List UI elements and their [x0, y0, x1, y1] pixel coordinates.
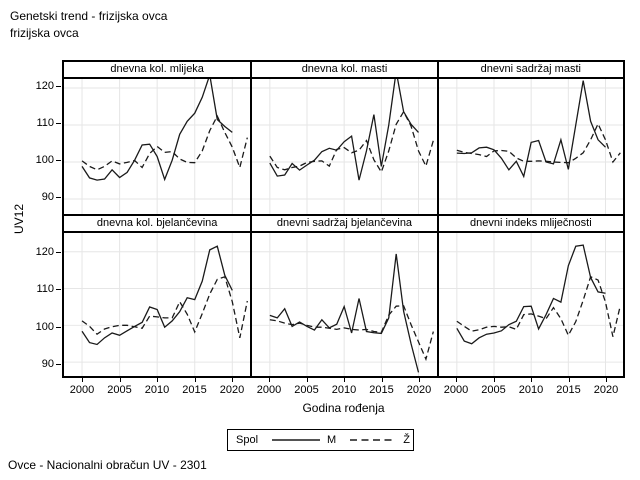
y-tick-mark: [56, 289, 61, 291]
series-line-m: [81, 79, 233, 182]
x-axis-title: Godina rođenja: [302, 401, 385, 415]
x-tick-label: 2010: [144, 384, 170, 396]
y-tick-label: 110: [36, 283, 54, 296]
x-tick-mark: [606, 378, 607, 382]
trend-plot-svg: [438, 233, 623, 376]
trend-plot-svg: [64, 79, 251, 214]
y-tick-mark: [56, 123, 61, 124]
graph-subtitle: frizijska ovca: [10, 26, 79, 40]
x-tick-mark: [194, 378, 196, 382]
panel-plot-area: [252, 79, 437, 214]
y-tick-mark: [56, 86, 61, 87]
x-tick-mark: [456, 378, 457, 382]
series-line-z: [81, 275, 248, 338]
x-tick-label: 2000: [443, 384, 469, 396]
series-line-z: [269, 110, 435, 174]
footnote: Ovce - Nacionalni obračun UV - 2301: [8, 458, 207, 472]
panel-lattice: dnevna kol. mlijeka dnevna kol. masti dnev…: [62, 60, 625, 378]
panel-dnevna-kol-bjelan-evina: dnevna kol. bjelančevina: [64, 214, 251, 376]
series-line-m: [455, 244, 606, 345]
legend-label-z: Ž: [403, 434, 410, 446]
x-tick-label: 2015: [369, 384, 394, 396]
x-tick-label: 2005: [294, 384, 319, 396]
panel-dnevna-kol-masti: dnevna kol. masti: [250, 62, 437, 214]
x-tick-label: 2020: [593, 384, 619, 396]
series-line-m: [269, 253, 420, 373]
y-tick-label: 90: [41, 357, 54, 370]
x-tick-mark: [419, 378, 420, 382]
legend-dashed-line-swatch: [350, 439, 397, 441]
x-tick-mark: [344, 378, 345, 382]
panel-plot-area: [64, 233, 251, 376]
graph-title: Genetski trend - frizijska ovca: [10, 9, 168, 23]
panel-header: dnevna kol. bjelančevina: [64, 216, 251, 233]
y-tick-mark: [56, 197, 61, 198]
panel-dnevni-indeks-mlije-nosti: dnevni indeks mliječnosti: [436, 214, 623, 376]
x-tick-label: 2000: [256, 384, 282, 396]
panel-dnevni-sadr-aj-bjelan-evina: dnevni sadržaj bjelančevina: [250, 214, 437, 376]
panel-plot-area: [252, 233, 437, 376]
panel-plot-area: [438, 79, 623, 214]
series-line-m: [269, 79, 420, 181]
x-tick-label: 2020: [219, 384, 245, 396]
y-tick-label: 100: [35, 154, 54, 166]
y-tick-mark: [56, 363, 61, 365]
x-tick-label: 2005: [481, 384, 506, 396]
panel-plot-area: [438, 233, 623, 376]
y-tick-label: 120: [35, 246, 54, 258]
y-tick-mark: [56, 326, 61, 328]
series-line-m: [81, 245, 233, 346]
x-tick-mark: [306, 378, 308, 382]
panel-header: dnevni indeks mliječnosti: [438, 216, 623, 233]
panel-header: dnevni sadržaj bjelančevina: [252, 216, 437, 233]
trend-plot-svg: [252, 79, 437, 214]
panel-dnevna-kol-mlijeka: dnevna kol. mlijeka: [64, 62, 251, 214]
panel-header: dnevna kol. masti: [252, 62, 437, 79]
x-tick-mark: [531, 378, 532, 382]
x-tick-label: 2020: [406, 384, 432, 396]
x-tick-mark: [568, 378, 570, 382]
trend-plot-svg: [64, 233, 251, 376]
legend-solid-line-swatch: [272, 439, 321, 441]
x-tick-label: 2010: [518, 384, 544, 396]
trend-plot-svg: [252, 233, 437, 376]
y-tick-label: 100: [35, 320, 54, 333]
y-axis-title: UV12: [12, 203, 26, 235]
x-tick-mark: [157, 378, 158, 382]
series-line-z: [456, 122, 621, 164]
legend-box: Spol M Ž: [227, 429, 414, 451]
y-tick-label: 110: [36, 117, 54, 129]
series-line-z: [81, 114, 248, 171]
y-tick-mark: [56, 160, 61, 161]
y-tick-mark: [56, 252, 61, 253]
x-tick-mark: [82, 378, 83, 382]
panel-header: dnevni sadržaj masti: [438, 62, 623, 79]
x-tick-label: 2000: [69, 384, 95, 396]
x-tick-mark: [493, 378, 495, 382]
x-tick-mark: [119, 378, 121, 382]
series-line-m: [456, 80, 606, 179]
x-tick-label: 2005: [107, 384, 132, 396]
panel-header: dnevna kol. mlijeka: [64, 62, 251, 79]
x-tick-label: 2015: [182, 384, 207, 396]
x-tick-mark: [232, 378, 233, 382]
panel-plot-area: [64, 79, 251, 214]
x-tick-mark: [269, 378, 270, 382]
y-tick-label: 90: [41, 191, 54, 203]
x-tick-label: 2015: [556, 384, 581, 396]
x-tick-label: 2010: [331, 384, 357, 396]
series-line-z: [456, 275, 621, 337]
trend-plot-svg: [438, 79, 623, 214]
legend-label-m: M: [327, 434, 337, 446]
x-tick-mark: [381, 378, 383, 382]
panel-dnevni-sadr-aj-masti: dnevni sadržaj masti: [436, 62, 623, 214]
legend-title: Spol: [236, 434, 259, 446]
y-tick-label: 120: [35, 80, 54, 92]
